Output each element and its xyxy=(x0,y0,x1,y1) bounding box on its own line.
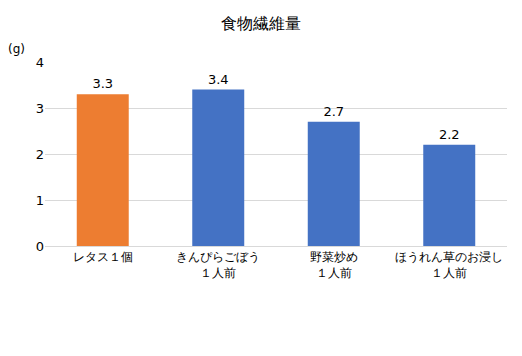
svg-text:1: 1 xyxy=(36,193,44,208)
svg-text:0: 0 xyxy=(36,239,44,254)
svg-text:ほうれん草のお浸し１人前: ほうれん草のお浸し１人前 xyxy=(395,250,503,280)
svg-text:きんぴらごぼう１人前: きんぴらごぼう１人前 xyxy=(176,250,260,280)
svg-text:3.4: 3.4 xyxy=(208,72,229,87)
svg-text:(g): (g) xyxy=(8,42,25,56)
svg-text:4: 4 xyxy=(36,55,44,70)
svg-text:3.3: 3.3 xyxy=(92,76,113,91)
svg-text:3: 3 xyxy=(36,101,44,116)
svg-text:食物繊維量: 食物繊維量 xyxy=(221,14,301,33)
svg-text:野菜炒め１人前: 野菜炒め１人前 xyxy=(310,250,358,280)
svg-text:レタス１個: レタス１個 xyxy=(73,250,133,264)
svg-text:2: 2 xyxy=(36,147,44,162)
svg-text:2.7: 2.7 xyxy=(323,104,344,119)
svg-text:2.2: 2.2 xyxy=(439,127,460,142)
